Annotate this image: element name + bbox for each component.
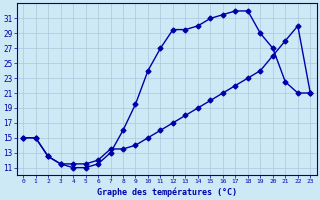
X-axis label: Graphe des températures (°C): Graphe des températures (°C) [97,187,237,197]
